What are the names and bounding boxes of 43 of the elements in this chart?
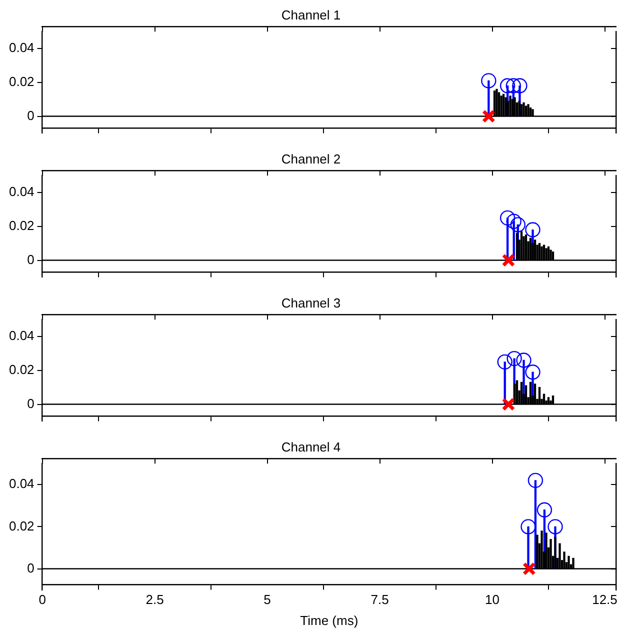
point — [481, 73, 496, 88]
y-tick-label: 0 — [27, 560, 34, 576]
point — [516, 352, 532, 368]
y-tick-label: 0.02 — [8, 362, 34, 377]
point — [525, 222, 540, 238]
y-tick-label: 0.04 — [8, 40, 34, 56]
x-axis-title: Time (ms) — [300, 612, 358, 628]
point — [512, 78, 528, 94]
chart-title: Channel 1 — [281, 7, 341, 22]
y-tick-label: 0.04 — [8, 476, 34, 492]
chart-title: Channel 3 — [281, 295, 341, 310]
x-tick-label: 12.5 — [592, 592, 618, 608]
x-tick-label: 5 — [264, 592, 271, 608]
point — [506, 214, 522, 229]
point — [497, 354, 512, 370]
y-tick-label: 0.04 — [8, 184, 34, 200]
x-tick-label: 2.5 — [146, 592, 164, 608]
x-tick-label: 7.5 — [370, 592, 389, 608]
y-tick-label: 0.02 — [8, 518, 34, 534]
chart-title: Channel 2 — [281, 151, 341, 166]
point — [500, 210, 516, 226]
point — [522, 562, 536, 576]
chart-title: Channel 4 — [281, 439, 341, 454]
point — [536, 502, 552, 518]
y-tick-label: 0 — [27, 108, 34, 123]
y-tick-label: 0 — [27, 396, 34, 411]
point — [510, 217, 526, 232]
y-tick-label: 0.02 — [8, 218, 34, 233]
y-tick-label: 0.04 — [8, 328, 34, 344]
y-tick-label: 0 — [27, 252, 34, 267]
point — [525, 364, 540, 380]
point — [528, 472, 544, 488]
point — [506, 78, 522, 94]
y-tick-label: 0.02 — [8, 74, 34, 89]
point — [500, 78, 516, 94]
point — [502, 398, 516, 411]
point — [506, 350, 522, 366]
point — [502, 254, 516, 267]
x-tick-label: 10 — [485, 592, 500, 608]
point — [548, 519, 563, 534]
x-tick-label: 0 — [38, 592, 46, 608]
point — [482, 110, 496, 123]
point — [520, 519, 536, 534]
